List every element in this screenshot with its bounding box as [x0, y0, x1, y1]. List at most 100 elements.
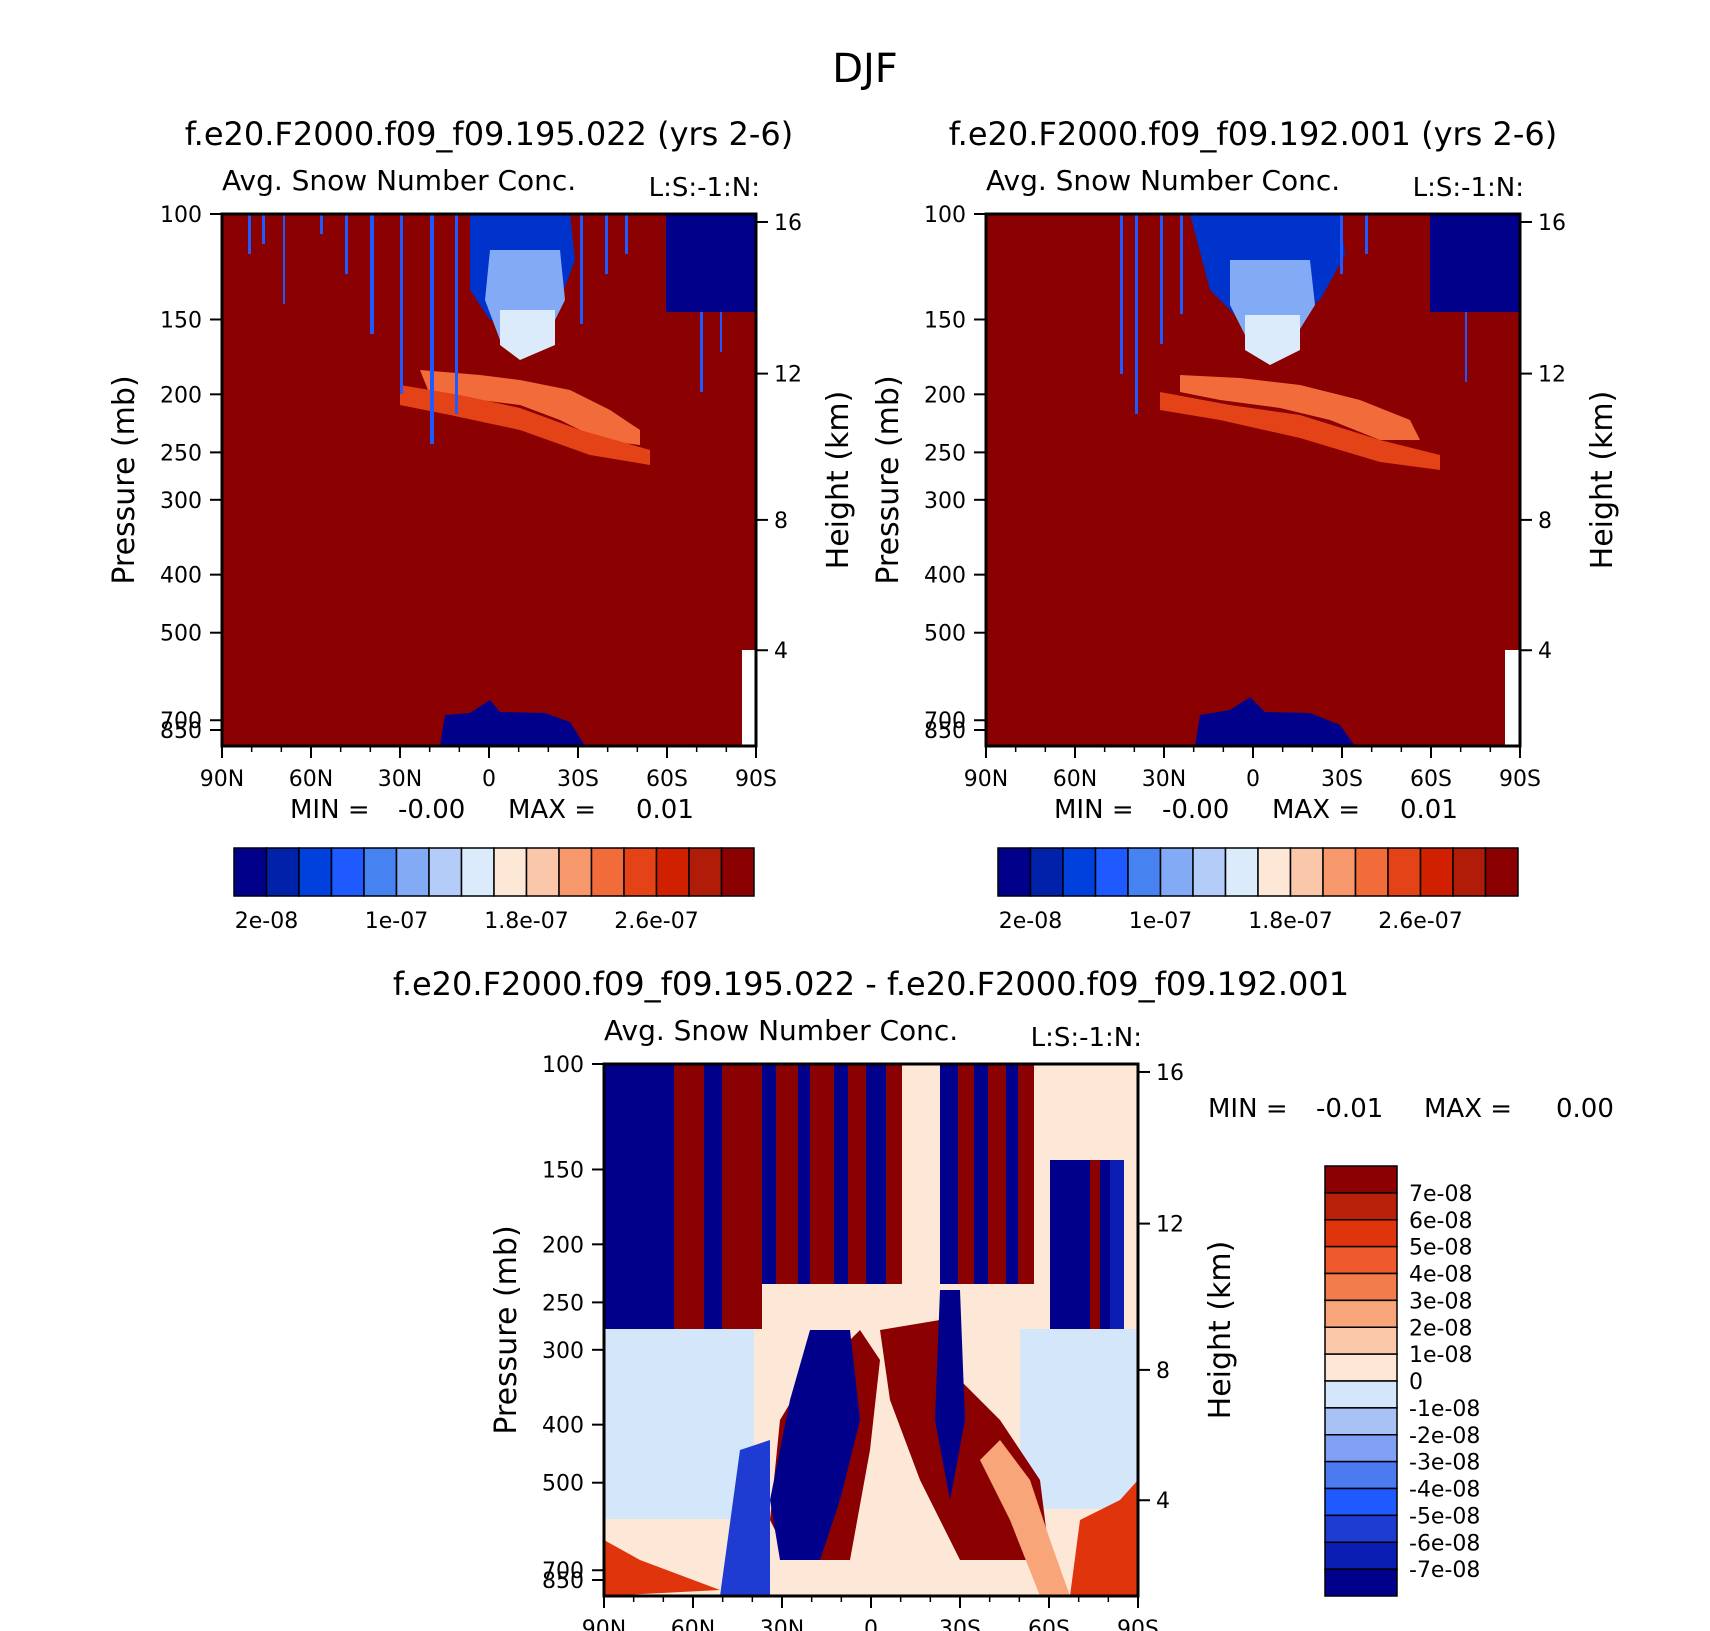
colorbar-swatch: [720, 847, 755, 897]
colorbar-swatch: [1387, 847, 1422, 897]
x-tick-label: 90N: [200, 767, 244, 792]
y2-tick-label: 12: [1156, 1213, 1184, 1238]
upper-cap-white: [500, 310, 555, 360]
colorbar-label: 1e-07: [1129, 909, 1192, 934]
colorbar-swatch: [1324, 1219, 1398, 1248]
colorbar-label: 2.6e-07: [614, 909, 698, 934]
colorbar-swatch: [1324, 1541, 1398, 1570]
y-tick-label: 400: [542, 1414, 584, 1439]
y2-tick-label: 16: [1538, 211, 1566, 236]
x-tick-label: 60S: [646, 767, 688, 792]
y-tick-label: 850: [160, 719, 202, 744]
y2-tick-label: 8: [774, 509, 788, 534]
colorbar-label: 4e-08: [1409, 1263, 1472, 1288]
lower-pale-right: [1020, 1329, 1138, 1509]
y-tick-label: 700: [542, 1559, 584, 1584]
y-tick-label: 200: [542, 1233, 584, 1258]
x-tick-label: 90N: [582, 1617, 626, 1631]
colorbar-swatch: [1324, 1514, 1398, 1543]
colorbar-swatch: [1324, 1165, 1398, 1194]
y-tick-label: 400: [160, 564, 202, 589]
panel-diff: f.e20.F2000.f09_f09.195.022 - f.e20.F200…: [393, 965, 1614, 1631]
y-tick-label: 400: [924, 564, 966, 589]
panel-diff-colorbar: 7e-086e-085e-084e-083e-082e-081e-080-1e-…: [1324, 1165, 1480, 1597]
colorbar-label: 5e-08: [1409, 1236, 1472, 1261]
lower-blue-blob: [440, 700, 585, 746]
colorbar-swatch: [1224, 847, 1259, 897]
colorbar-swatch: [1324, 1272, 1398, 1302]
x-tick-label: 30N: [1142, 767, 1186, 792]
colorbar-swatch: [1324, 1487, 1398, 1517]
colorbar-swatch: [1127, 847, 1162, 897]
y-tick-label: 150: [924, 308, 966, 333]
x-tick-label: 30S: [939, 1617, 981, 1631]
y2-tick-label: 16: [1156, 1061, 1184, 1086]
polar-cap-south: [666, 214, 756, 312]
panel-left-min-value: -0.00: [398, 795, 465, 825]
panel-left-subtitle: Avg. Snow Number Conc.: [222, 164, 576, 197]
colorbar-swatch: [1452, 847, 1487, 897]
figure-title: DJF: [832, 46, 898, 92]
colorbar-label: 2e-08: [1409, 1316, 1472, 1341]
x-tick-label: 60N: [671, 1617, 715, 1631]
x-tick-label: 90S: [1117, 1617, 1159, 1631]
y-tick-label: 200: [924, 383, 966, 408]
colorbar-swatch: [1062, 847, 1097, 897]
y-tick-label: 850: [542, 1569, 584, 1594]
y2-tick-label: 12: [1538, 363, 1566, 388]
lower-blue-left-base: [720, 1440, 770, 1596]
colorbar-label: 2e-08: [999, 909, 1062, 934]
colorbar-swatch: [1257, 847, 1292, 897]
y-tick-label: 250: [542, 1291, 584, 1316]
upper-orange-band: [1180, 375, 1420, 440]
panel-right-title: f.e20.F2000.f09_f09.192.001 (yrs 2-6): [949, 115, 1558, 153]
colorbar-swatch: [1324, 1299, 1398, 1328]
colorbar-swatch: [655, 847, 690, 897]
panel-right-ylabel: Pressure (mb): [871, 375, 906, 584]
colorbar-label: 2.6e-07: [1378, 909, 1462, 934]
colorbar-swatch: [1324, 1326, 1398, 1355]
panel-right-min-value: -0.00: [1162, 795, 1229, 825]
colorbar-swatch: [688, 847, 723, 897]
y-tick-label: 200: [160, 383, 202, 408]
y2-tick-label: 4: [1156, 1489, 1170, 1514]
colorbar-swatch: [590, 847, 625, 897]
colorbar-label: 7e-08: [1409, 1182, 1472, 1207]
x-tick-label: 0: [864, 1617, 878, 1631]
lower-red-edge-left: [604, 1540, 720, 1596]
panel-left-units: L:S:-1:N:: [649, 173, 760, 203]
colorbar-swatch: [1419, 847, 1454, 897]
colorbar-swatch: [233, 847, 268, 897]
panel-left-x-ticks: 90N 60N 30N 0 30S 60S 90S: [200, 746, 777, 792]
panel-diff-max-label: MAX =: [1424, 1094, 1512, 1124]
colorbar-swatch: [1322, 847, 1357, 897]
y2-tick-label: 12: [774, 363, 802, 388]
white-south-edge: [742, 650, 756, 746]
x-tick-label: 90N: [964, 767, 1008, 792]
colorbar-swatch: [1324, 1434, 1398, 1463]
panel-left-y2label: Height (km): [821, 391, 856, 570]
colorbar-swatch: [1354, 847, 1389, 897]
x-tick-label: 0: [482, 767, 496, 792]
upper-orange-band-2: [1160, 392, 1440, 470]
colorbar-swatch: [1029, 847, 1064, 897]
y-tick-label: 300: [160, 489, 202, 514]
y-tick-label: 300: [542, 1339, 584, 1364]
colorbar-swatch: [1324, 1380, 1398, 1409]
colorbar-swatch: [395, 847, 430, 897]
upper-cap-white: [1245, 315, 1300, 365]
colorbar-label: 1.8e-07: [1248, 909, 1332, 934]
polar-cap-south: [1430, 214, 1520, 312]
panel-right-units: L:S:-1:N:: [1413, 173, 1524, 203]
upper-orange-band-2: [400, 385, 650, 465]
panel-diff-units: L:S:-1:N:: [1031, 1023, 1142, 1053]
y-tick-label: 850: [924, 719, 966, 744]
y2-tick-label: 8: [1156, 1359, 1170, 1384]
colorbar-swatch: [298, 847, 333, 897]
colorbar-label: -2e-08: [1409, 1424, 1480, 1449]
colorbar-label: -5e-08: [1409, 1504, 1480, 1529]
colorbar-swatch: [1324, 1245, 1398, 1275]
